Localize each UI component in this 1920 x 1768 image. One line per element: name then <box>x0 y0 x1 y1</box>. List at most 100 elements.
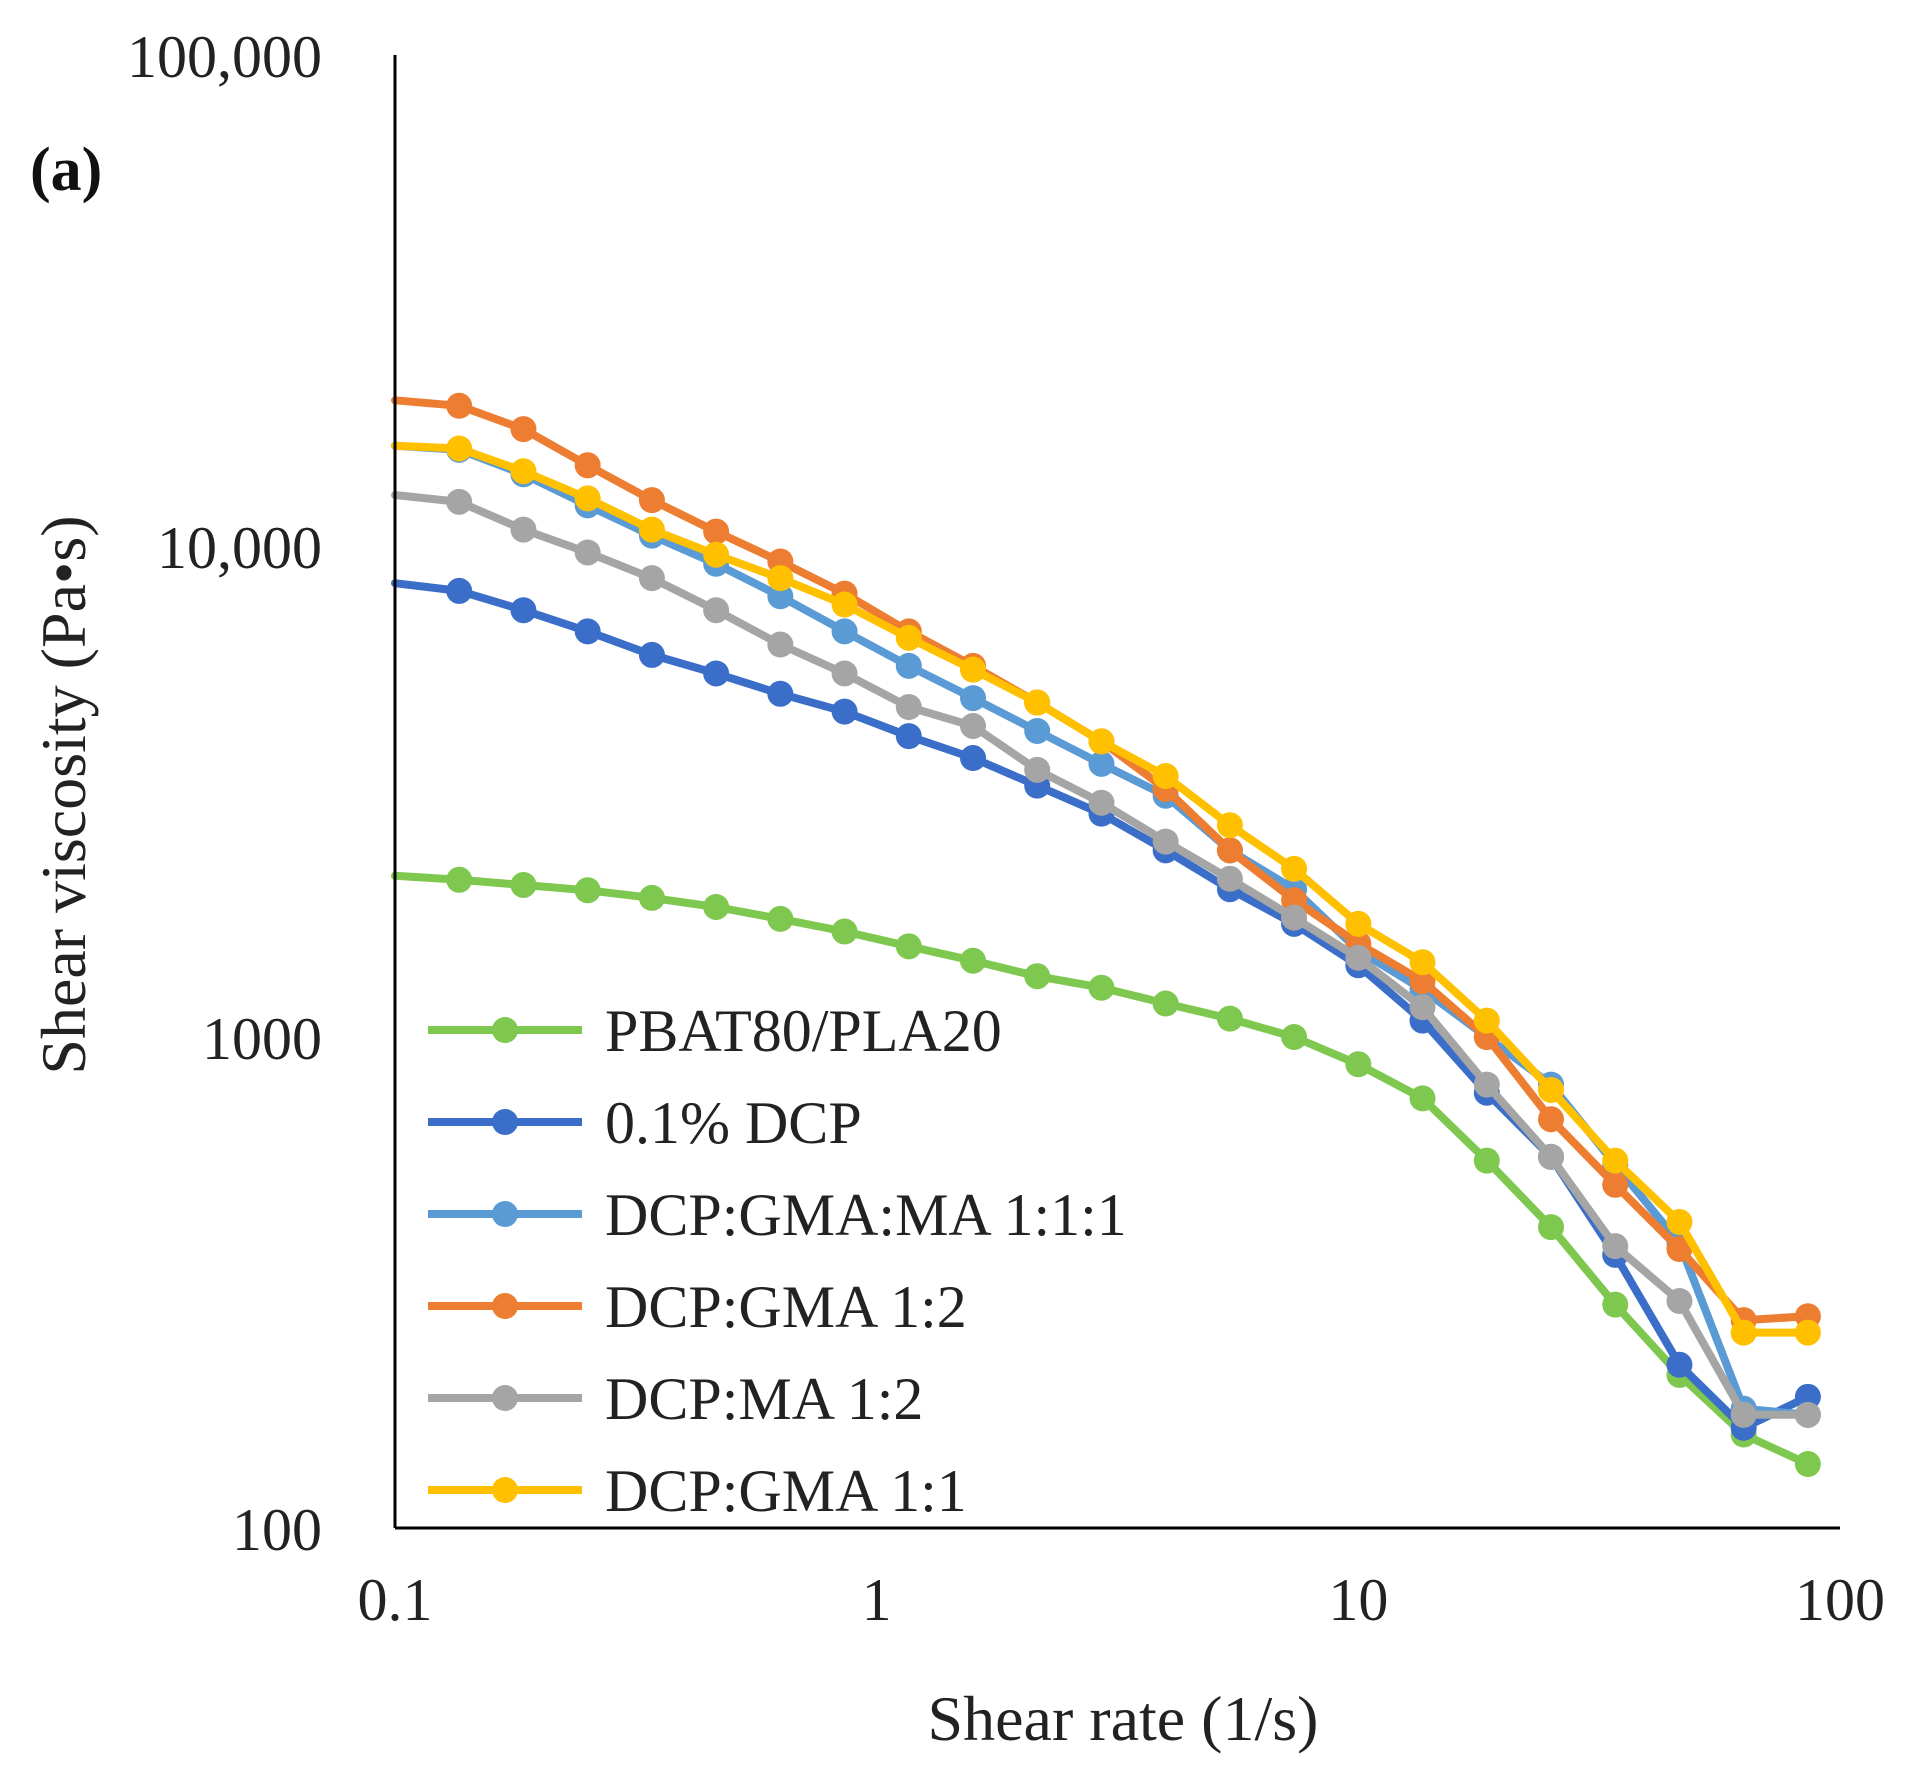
data-point <box>767 565 794 592</box>
data-point <box>1666 1287 1693 1314</box>
data-point <box>960 712 987 739</box>
data-point <box>831 591 858 618</box>
data-point <box>1024 717 1051 744</box>
x-tick-labels: 0.1 1 10 100 <box>358 1567 1886 1633</box>
y-tick-labels: 100 1000 10,000 100,000 <box>127 24 322 1563</box>
legend-marker <box>492 1385 518 1411</box>
legend-marker <box>492 1477 518 1503</box>
data-point <box>1794 1451 1821 1478</box>
data-point <box>895 693 922 720</box>
y-tick-label: 1000 <box>202 1006 322 1072</box>
data-point <box>638 487 665 514</box>
data-point <box>446 392 473 419</box>
data-point <box>960 656 987 683</box>
series-5 <box>391 488 1821 1428</box>
data-point <box>638 641 665 668</box>
data-point <box>510 597 537 624</box>
data-point <box>1152 763 1179 790</box>
legend-marker <box>492 1293 518 1319</box>
y-tick-label: 100,000 <box>127 24 322 90</box>
data-point <box>1216 1005 1243 1032</box>
data-point <box>574 485 601 512</box>
data-point <box>767 905 794 932</box>
legend-label: DCP:GMA 1:2 <box>605 1274 967 1340</box>
data-point <box>574 452 601 479</box>
data-point <box>1409 968 1436 995</box>
data-point <box>895 652 922 679</box>
legend-item: DCP:GMA 1:2 <box>428 1274 967 1340</box>
panel-label: (a) <box>30 136 102 204</box>
data-point <box>1794 1401 1821 1428</box>
data-point <box>703 660 730 687</box>
data-point <box>510 458 537 485</box>
data-point <box>831 918 858 945</box>
data-point <box>1602 1233 1629 1260</box>
data-point <box>1538 1143 1565 1170</box>
data-point <box>1216 812 1243 839</box>
legend-item: 0.1% DCP <box>428 1090 862 1156</box>
y-tick-label: 100 <box>232 1497 322 1563</box>
data-point <box>1409 1085 1436 1112</box>
data-point <box>1538 1214 1565 1241</box>
data-point <box>1794 1319 1821 1346</box>
data-point <box>703 893 730 920</box>
data-point <box>1409 949 1436 976</box>
data-point <box>1281 1024 1308 1050</box>
x-tick-label: 1 <box>862 1567 892 1633</box>
data-point <box>1024 963 1051 990</box>
legend-item: PBAT80/PLA20 <box>428 998 1002 1064</box>
data-point <box>1216 865 1243 892</box>
legend-marker <box>492 1109 518 1135</box>
y-tick-label: 10,000 <box>157 515 322 581</box>
series-layer <box>391 392 1821 1478</box>
data-point <box>1730 1319 1757 1346</box>
data-point <box>1602 1291 1629 1318</box>
legend-label: 0.1% DCP <box>605 1090 862 1156</box>
data-point <box>895 723 922 750</box>
data-point <box>895 933 922 960</box>
data-point <box>1602 1147 1629 1174</box>
legend: PBAT80/PLA20 0.1% DCP DCP:GMA:MA 1:1:1 DCP:… <box>428 998 1127 1524</box>
data-point <box>446 866 473 893</box>
data-point <box>1794 1383 1821 1410</box>
data-point <box>831 618 858 645</box>
data-point <box>446 577 473 604</box>
data-point <box>1281 855 1308 882</box>
data-point <box>1473 1007 1500 1034</box>
data-point <box>767 631 794 658</box>
data-point <box>831 698 858 725</box>
data-point <box>510 516 537 543</box>
data-point <box>1409 994 1436 1021</box>
data-point <box>1666 1236 1693 1263</box>
data-point <box>1088 728 1115 755</box>
data-point <box>1281 904 1308 931</box>
data-point <box>960 947 987 974</box>
data-point <box>574 877 601 904</box>
data-point <box>1730 1401 1757 1428</box>
data-point <box>1538 1076 1565 1103</box>
data-point <box>1345 1051 1372 1078</box>
legend-label: DCP:GMA:MA 1:1:1 <box>605 1182 1127 1248</box>
data-point <box>1666 1208 1693 1235</box>
series-1 <box>391 866 1821 1478</box>
legend-label: PBAT80/PLA20 <box>605 998 1002 1064</box>
data-point <box>1473 1147 1500 1174</box>
x-tick-label: 0.1 <box>358 1567 433 1633</box>
x-tick-label: 100 <box>1795 1567 1885 1633</box>
data-point <box>510 871 537 898</box>
data-point <box>1024 756 1051 783</box>
data-point <box>446 488 473 515</box>
data-point <box>1088 750 1115 777</box>
data-point <box>638 516 665 543</box>
data-point <box>767 583 794 610</box>
data-point <box>1152 828 1179 855</box>
data-point <box>1024 689 1051 716</box>
data-point <box>574 539 601 566</box>
x-tick-label: 10 <box>1328 1567 1388 1633</box>
y-axis-title: Shear viscosity (Pa•s) <box>28 515 99 1074</box>
data-point <box>703 597 730 624</box>
data-point <box>960 745 987 772</box>
data-point <box>1538 1106 1565 1133</box>
data-point <box>767 680 794 707</box>
